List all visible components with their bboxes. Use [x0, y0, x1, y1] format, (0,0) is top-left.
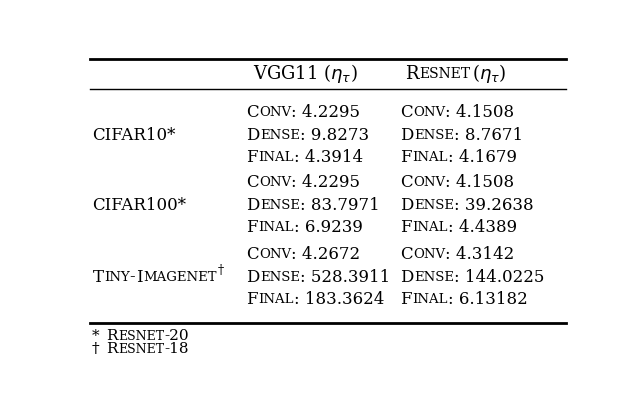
Text: INY: INY — [104, 270, 130, 284]
Text: : 6.13182: : 6.13182 — [447, 291, 527, 308]
Text: C: C — [400, 104, 413, 121]
Text: F: F — [246, 219, 258, 236]
Text: : 9.8273: : 9.8273 — [300, 127, 369, 144]
Text: : 4.2295: : 4.2295 — [291, 174, 360, 191]
Text: †: † — [92, 343, 105, 356]
Text: ESNET: ESNET — [118, 343, 164, 356]
Text: INAL: INAL — [412, 293, 447, 306]
Text: D: D — [246, 197, 260, 214]
Text: I: I — [136, 268, 142, 286]
Text: INAL: INAL — [259, 221, 294, 234]
Text: R: R — [106, 343, 117, 356]
Text: C: C — [246, 246, 259, 263]
Text: F: F — [400, 291, 412, 308]
Text: F: F — [246, 149, 258, 166]
Text: F: F — [246, 291, 258, 308]
Text: : 4.1508: : 4.1508 — [445, 174, 515, 191]
Text: †: † — [218, 264, 223, 277]
Text: C: C — [246, 174, 259, 191]
Text: ONV: ONV — [413, 176, 445, 189]
Text: R: R — [106, 329, 117, 343]
Text: D: D — [400, 127, 413, 144]
Text: F: F — [400, 219, 412, 236]
Text: INAL: INAL — [412, 151, 447, 164]
Text: INAL: INAL — [259, 151, 294, 164]
Text: C: C — [400, 246, 413, 263]
Text: ONV: ONV — [413, 248, 445, 261]
Text: ONV: ONV — [259, 248, 291, 261]
Text: ONV: ONV — [413, 106, 445, 119]
Text: MAGENET: MAGENET — [143, 270, 216, 284]
Text: D: D — [400, 197, 413, 214]
Text: VGG11 ($\eta_{\tau}$): VGG11 ($\eta_{\tau}$) — [253, 62, 358, 85]
Text: : 183.3624: : 183.3624 — [294, 291, 384, 308]
Text: ENSE: ENSE — [260, 199, 300, 212]
Text: : 4.2295: : 4.2295 — [291, 104, 360, 121]
Text: D: D — [246, 127, 260, 144]
Text: : 4.2672: : 4.2672 — [291, 246, 360, 263]
Text: ONV: ONV — [259, 176, 291, 189]
Text: : 39.2638: : 39.2638 — [454, 197, 533, 214]
Text: ENSE: ENSE — [414, 199, 454, 212]
Text: : 144.0225: : 144.0225 — [454, 268, 544, 286]
Text: INAL: INAL — [259, 293, 294, 306]
Text: C: C — [400, 174, 413, 191]
Text: ENSE: ENSE — [260, 270, 300, 284]
Text: ENSE: ENSE — [414, 270, 454, 284]
Text: D: D — [246, 268, 260, 286]
Text: ONV: ONV — [259, 106, 291, 119]
Text: T: T — [92, 268, 104, 286]
Text: : 4.1679: : 4.1679 — [447, 149, 516, 166]
Text: : 83.7971: : 83.7971 — [300, 197, 380, 214]
Text: : 6.9239: : 6.9239 — [294, 219, 363, 236]
Text: ($\eta_{\tau}$): ($\eta_{\tau}$) — [472, 62, 507, 85]
Text: F: F — [400, 149, 412, 166]
Text: : 4.1508: : 4.1508 — [445, 104, 515, 121]
Text: CIFAR100*: CIFAR100* — [92, 197, 186, 214]
Text: : 4.4389: : 4.4389 — [447, 219, 516, 236]
Text: D: D — [400, 268, 413, 286]
Text: -: - — [130, 268, 135, 286]
Text: *: * — [92, 329, 105, 343]
Text: CIFAR10*: CIFAR10* — [92, 127, 176, 144]
Text: -20: -20 — [164, 329, 189, 343]
Text: : 4.3914: : 4.3914 — [294, 149, 363, 166]
Text: ENSE: ENSE — [414, 129, 454, 142]
Text: -18: -18 — [164, 343, 189, 356]
Text: R: R — [405, 65, 419, 83]
Text: : 528.3911: : 528.3911 — [300, 268, 390, 286]
Text: ESNET: ESNET — [419, 67, 470, 81]
Text: INAL: INAL — [412, 221, 447, 234]
Text: ESNET: ESNET — [118, 330, 164, 343]
Text: ENSE: ENSE — [260, 129, 300, 142]
Text: C: C — [246, 104, 259, 121]
Text: : 8.7671: : 8.7671 — [454, 127, 523, 144]
Text: : 4.3142: : 4.3142 — [445, 246, 515, 263]
